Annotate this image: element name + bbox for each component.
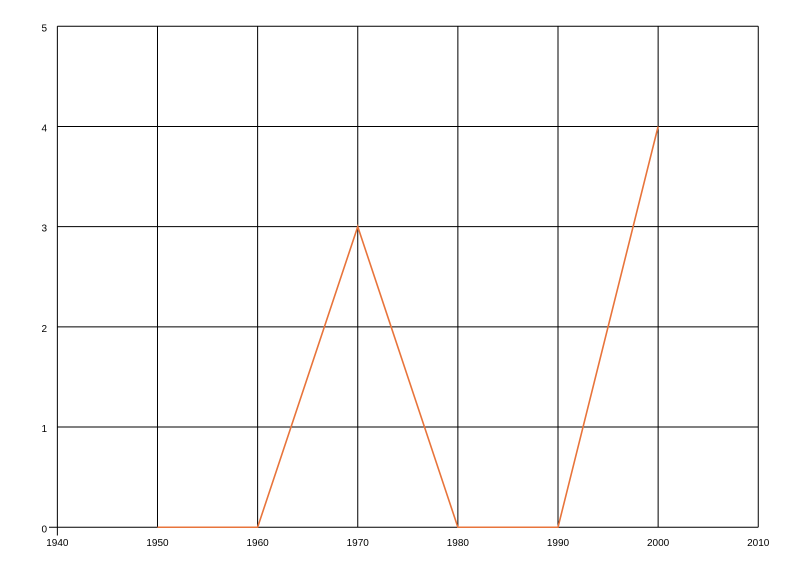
svg-text:1980: 1980 [447,538,470,549]
svg-text:1970: 1970 [347,538,370,549]
svg-text:2010: 2010 [747,538,770,549]
svg-text:2: 2 [41,324,47,335]
svg-text:4: 4 [41,123,47,134]
svg-text:1940: 1940 [46,538,69,549]
svg-text:5: 5 [41,23,47,34]
svg-text:1: 1 [41,424,47,435]
svg-text:1950: 1950 [146,538,169,549]
svg-text:0: 0 [41,524,47,535]
svg-text:2000: 2000 [647,538,670,549]
svg-text:1960: 1960 [246,538,269,549]
svg-text:3: 3 [41,224,47,235]
svg-text:1990: 1990 [547,538,570,549]
